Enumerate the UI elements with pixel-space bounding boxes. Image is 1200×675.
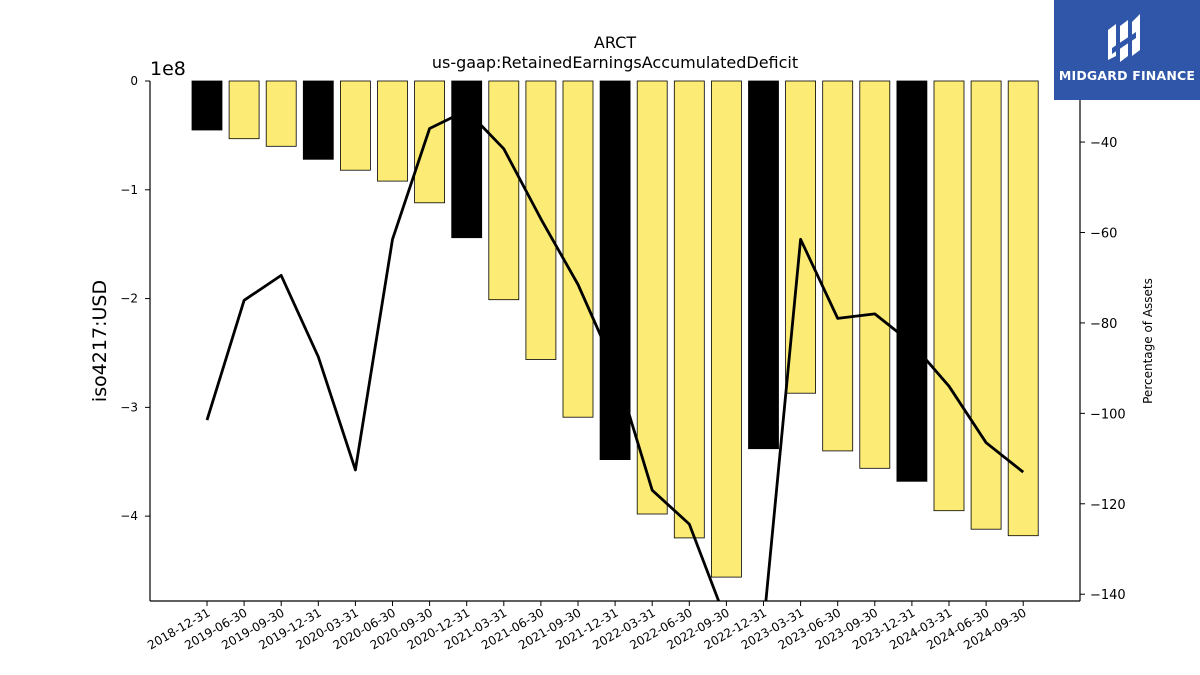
chart-title: ARCT [594, 33, 636, 52]
bar [748, 80, 779, 450]
y-axis-right-label: Percentage of Assets [1141, 278, 1155, 404]
right-tick-label: −120 [1090, 498, 1126, 513]
bar [191, 80, 223, 131]
line-series [205, 109, 1025, 601]
left-tick-label: −3 [120, 400, 138, 414]
left-tick-label: 0 [130, 74, 138, 88]
bar [302, 80, 334, 160]
right-tick-label: −100 [1090, 407, 1126, 422]
bar [488, 80, 520, 301]
left-scale-label: 1e8 [150, 58, 186, 80]
bar [896, 80, 928, 482]
bar [562, 80, 594, 418]
bar [377, 80, 408, 182]
bar [711, 80, 742, 578]
brand-logo: MIDGARD FINANCE [1054, 0, 1200, 100]
chart-subtitle: us-gaap:RetainedEarningsAccumulatedDefic… [432, 53, 798, 72]
right-tick-label: −140 [1090, 588, 1126, 603]
right-tick-label: −80 [1090, 317, 1117, 332]
bar [933, 80, 965, 512]
left-tick-label: −1 [120, 183, 138, 197]
left-tick-label: −2 [120, 292, 138, 306]
bar [636, 80, 668, 515]
logo-mark-icon [1108, 14, 1140, 62]
bar [451, 80, 483, 239]
bar [414, 80, 446, 204]
y-axis-left-label: iso4217:USD [89, 280, 111, 402]
brand-name: MIDGARD FINANCE [1058, 68, 1196, 83]
bar-series [191, 80, 1039, 578]
left-tick-label: −4 [120, 509, 138, 523]
bar [228, 80, 260, 140]
bar [673, 80, 705, 539]
bar [339, 80, 371, 171]
percentage-line [205, 109, 1025, 601]
bar [859, 80, 891, 469]
bar [822, 80, 854, 452]
right-tick-label: −40 [1090, 136, 1117, 151]
bar [970, 80, 1002, 530]
bar [1007, 80, 1039, 537]
bar [265, 80, 297, 147]
right-tick-label: −60 [1090, 226, 1117, 241]
